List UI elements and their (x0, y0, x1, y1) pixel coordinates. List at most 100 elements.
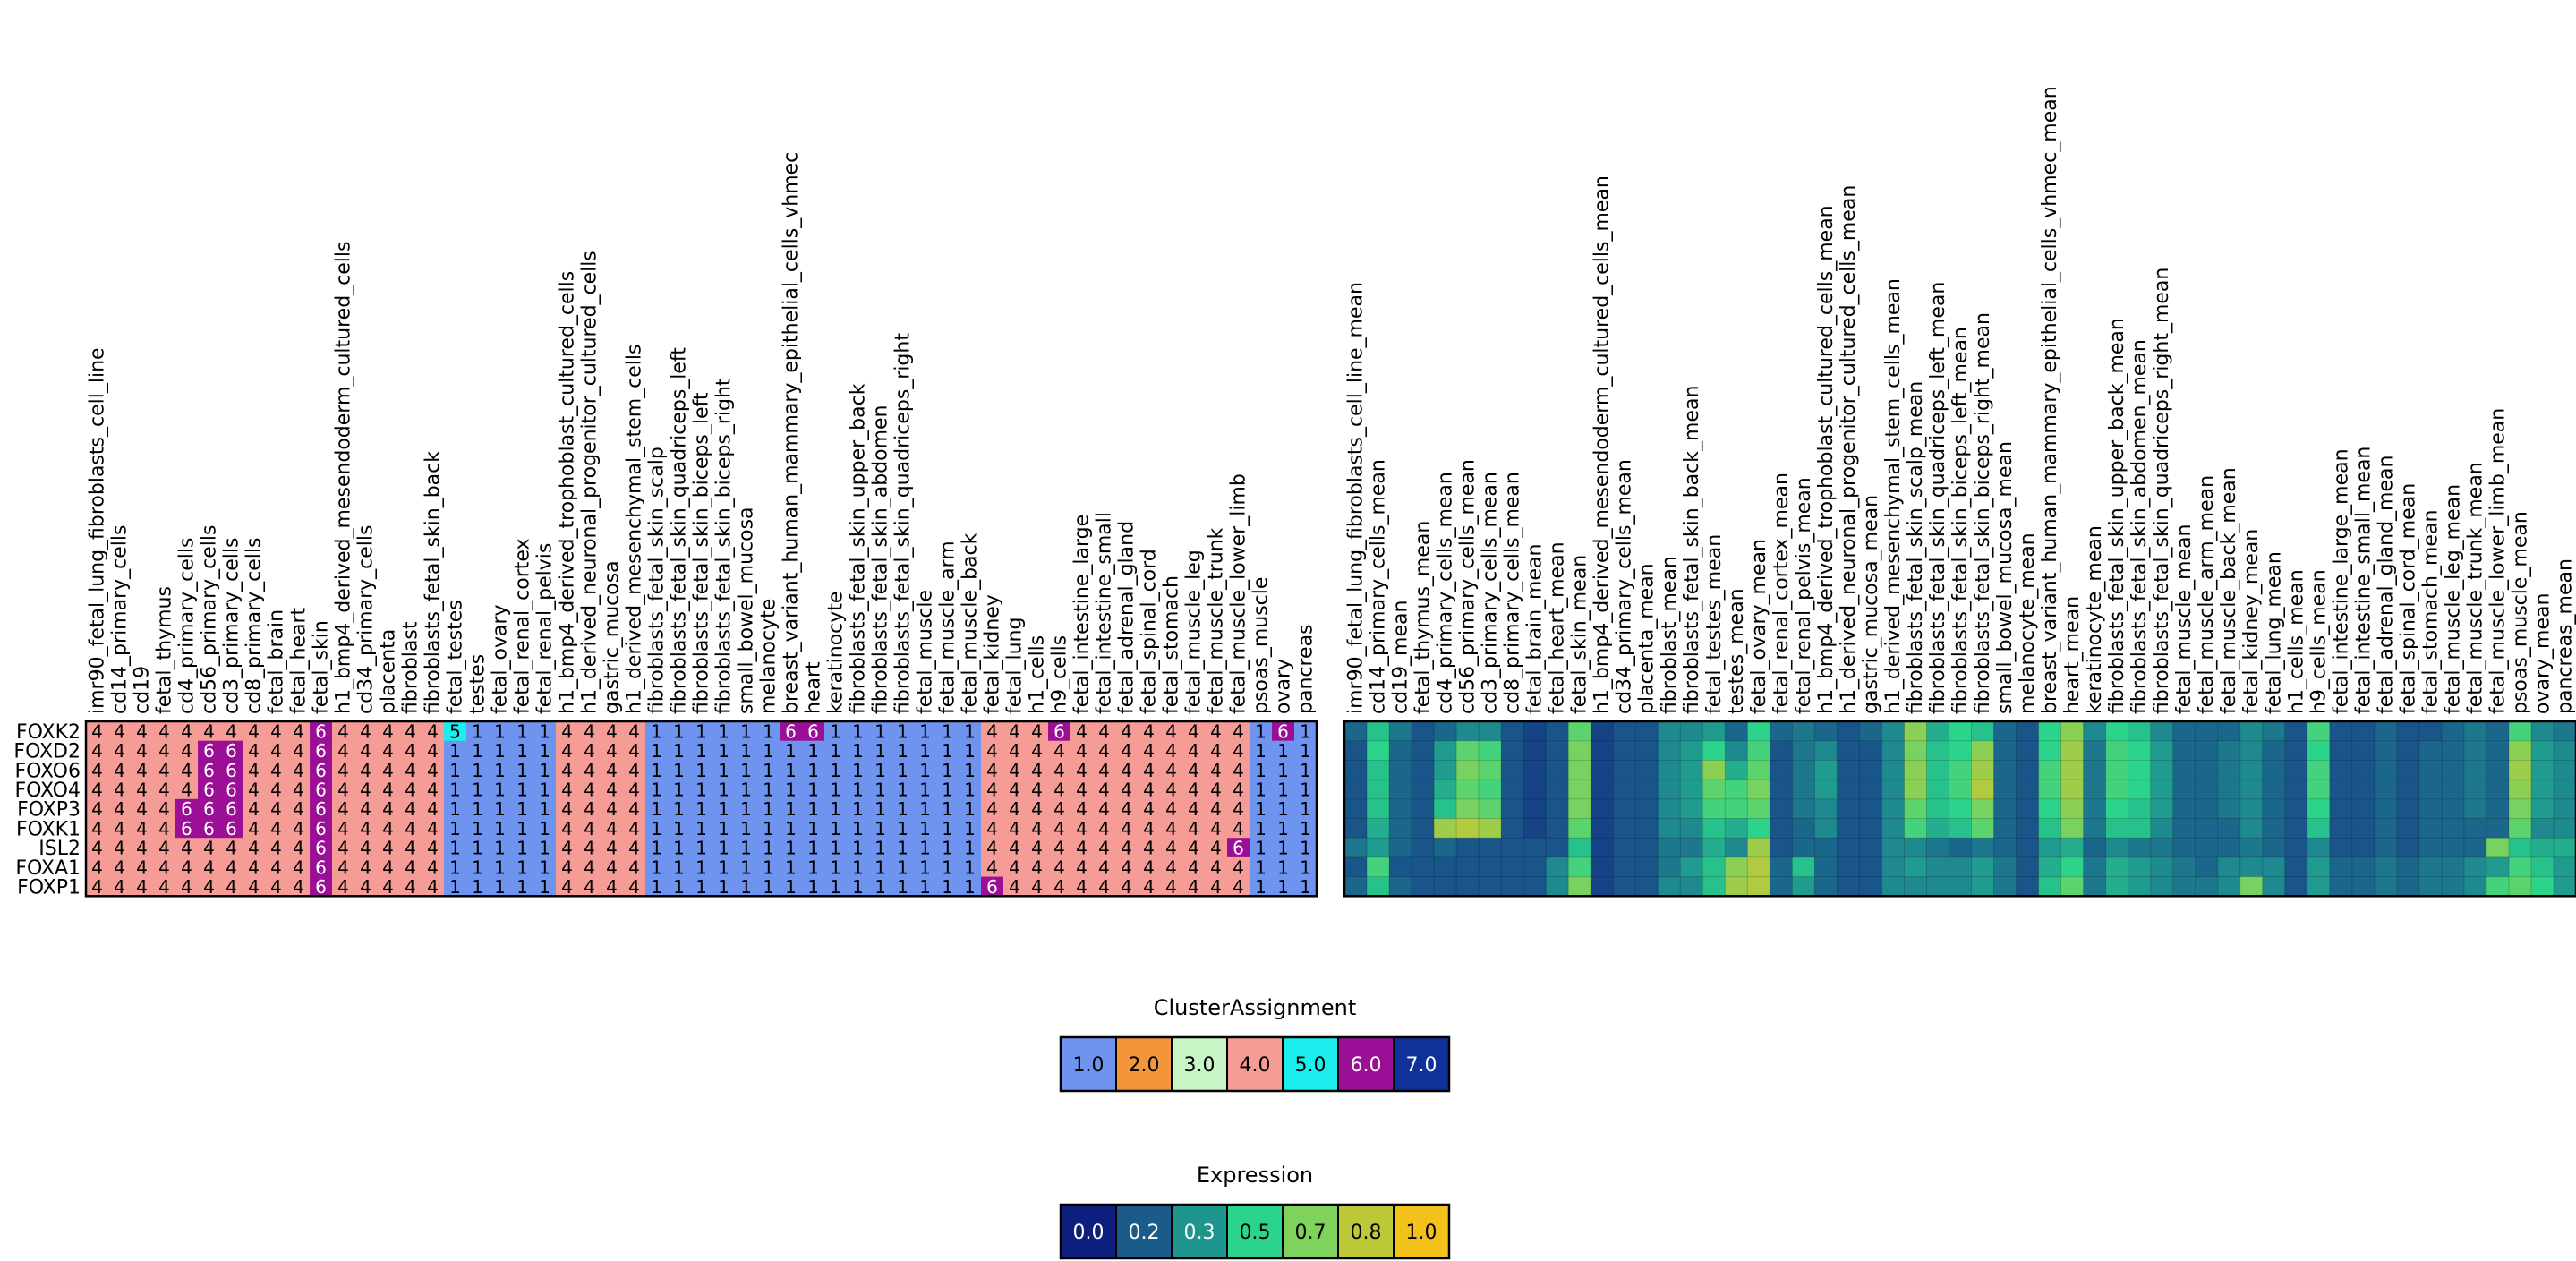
cluster-cell (153, 838, 176, 858)
expression-cell (2441, 798, 2465, 819)
expression-cell (1993, 740, 2017, 761)
expression-cell (2418, 780, 2443, 800)
cluster-cell (1138, 798, 1161, 819)
cluster-cell-label: 1 (695, 876, 707, 898)
cluster-cell (668, 856, 691, 877)
cluster-cell (623, 760, 646, 780)
cluster-cell (1070, 780, 1094, 800)
expression-cell (1456, 818, 1480, 839)
cluster-column-label: fetal_muscle_arm (937, 541, 960, 714)
cluster-cell-label: 4 (158, 818, 170, 839)
cluster-column-label: fetal_muscle (915, 590, 937, 714)
cluster-cell-label: 4 (561, 838, 573, 859)
cluster-cell-label: 1 (494, 740, 506, 762)
expression-cell (2374, 798, 2398, 819)
cluster-cell (466, 760, 490, 780)
expression-cell (1635, 856, 1659, 877)
cluster-cell (645, 740, 669, 761)
cluster-cell-label: 4 (427, 740, 439, 762)
cluster-cell-label: 4 (91, 720, 103, 742)
expression-cell (2351, 856, 2376, 877)
expression-cell (1702, 818, 1726, 839)
expression-cell (2217, 780, 2241, 800)
expression-cell (1814, 838, 1838, 858)
cluster-cell-label: 4 (114, 779, 125, 800)
cluster-column-label: fetal_renal_pelvis (534, 543, 557, 714)
expression-cell (1904, 721, 1927, 742)
expression-cell (1747, 721, 1770, 742)
cluster-column-label: fibroblasts_fetal_skin_quadriceps_right (892, 333, 915, 714)
expression-cell (1523, 780, 1547, 800)
cluster-cell (1294, 798, 1318, 819)
cluster-cell (511, 838, 534, 858)
expression-column-label: psoas_muscle_mean (2509, 511, 2531, 714)
cluster-cell-label: 4 (561, 740, 573, 762)
expression-cell (2038, 856, 2061, 877)
cluster-cell (1003, 798, 1027, 819)
cluster-cell (735, 760, 758, 780)
expression-cell (2217, 721, 2241, 742)
expression-cell (2418, 740, 2443, 761)
expression-cell (1367, 838, 1390, 858)
cluster-cell-label: 6 (315, 876, 327, 898)
cluster-cell-label: 4 (1031, 838, 1043, 859)
expression-cell (2150, 721, 2174, 742)
expression-cell (2105, 740, 2129, 761)
cluster-cell-label: 4 (337, 779, 349, 800)
cluster-cell (1160, 721, 1183, 742)
expression-cell (1770, 818, 1793, 839)
legend-swatch-label: 0.5 (1240, 1222, 1271, 1244)
expression-column-label: fetal_ovary_mean (1748, 539, 1770, 714)
cluster-cell-label: 1 (785, 876, 797, 898)
expression-cell (1702, 798, 1726, 819)
expression-column-label: fetal_muscle_arm_mean (2196, 475, 2218, 714)
cluster-cell-label: 1 (874, 740, 886, 762)
cluster-cell-label: 4 (1009, 740, 1020, 762)
expression-cell (1747, 876, 1770, 897)
expression-cell (1837, 838, 1860, 858)
expression-cell (1971, 798, 1994, 819)
expression-cell (1680, 838, 1703, 858)
cluster-cell (243, 740, 266, 761)
expression-cell (1792, 780, 1815, 800)
expression-cell (1881, 798, 1905, 819)
cluster-cell-label: 4 (337, 740, 349, 762)
expression-column-label: fibroblasts_fetal_skin_biceps_left_mean (1949, 327, 1972, 714)
cluster-cell (1182, 740, 1206, 761)
cluster-cell-label: 1 (785, 798, 797, 820)
cluster-cell-label: 1 (852, 876, 864, 898)
cluster-cell (1205, 838, 1228, 858)
expression-column-label: cd34_primary_cells_mean (1614, 459, 1636, 714)
cluster-cell-label: 4 (248, 760, 260, 781)
cluster-cell (377, 798, 400, 819)
expression-cell (1725, 838, 1748, 858)
cluster-cell (1250, 856, 1273, 877)
cluster-cell-label: 4 (1233, 818, 1244, 839)
expression-cell (1837, 780, 1860, 800)
cluster-cell (578, 780, 601, 800)
cluster-cell-label: 1 (1277, 818, 1289, 839)
expression-cell (1949, 721, 1972, 742)
cluster-legend-title: ClusterAssignment (1154, 995, 1357, 1020)
cluster-cell (243, 780, 266, 800)
cluster-cell (578, 798, 601, 819)
cluster-cell (1205, 856, 1228, 877)
expression-cell (2441, 818, 2465, 839)
cluster-cell (959, 818, 982, 839)
cluster-cell (1160, 876, 1183, 897)
cluster-cell (489, 876, 512, 897)
cluster-cell (556, 740, 579, 761)
expression-column-label: cd19_mean (1390, 601, 1412, 714)
cluster-cell (1227, 856, 1250, 877)
legend-swatch-label: 6.0 (1351, 1054, 1382, 1077)
cluster-cell-label: 1 (897, 740, 908, 762)
expression-column-label: fetal_intestine_small_mean (2352, 447, 2375, 714)
cluster-cell-label: 4 (1143, 838, 1155, 859)
cluster-cell (86, 740, 109, 761)
cluster-cell-label: 4 (382, 760, 394, 781)
cluster-cell (287, 856, 311, 877)
cluster-cell-label: 1 (1255, 876, 1267, 898)
cluster-cell (556, 876, 579, 897)
expression-cell (2508, 740, 2532, 761)
expression-cell (2508, 856, 2532, 877)
